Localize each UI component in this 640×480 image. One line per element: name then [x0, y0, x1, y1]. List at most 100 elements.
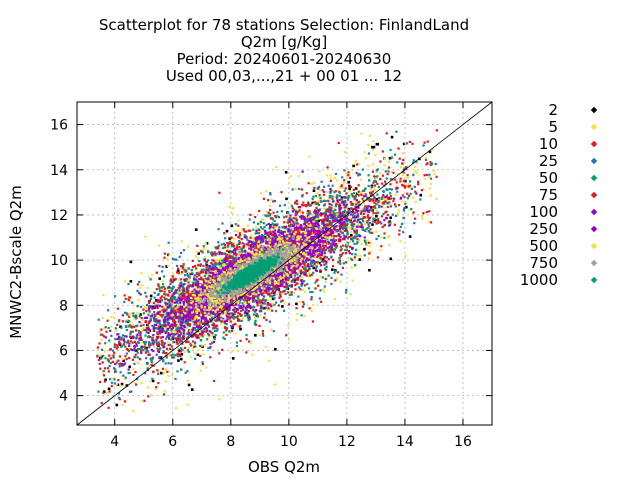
density-point	[344, 201, 347, 204]
density-point	[330, 189, 333, 192]
density-point	[349, 292, 352, 296]
density-point	[387, 160, 391, 163]
density-point	[372, 163, 375, 166]
density-point	[272, 288, 275, 291]
density-point	[245, 314, 249, 317]
density-point	[300, 188, 304, 191]
density-point	[211, 341, 214, 344]
density-point	[107, 326, 110, 330]
density-point	[312, 203, 316, 206]
density-point	[323, 203, 327, 206]
density-point	[231, 255, 234, 258]
density-point	[214, 312, 217, 315]
density-point	[162, 309, 165, 312]
density-point	[205, 263, 209, 267]
density-point	[219, 263, 222, 266]
density-point	[386, 202, 389, 205]
density-point	[217, 244, 220, 247]
density-point	[387, 235, 390, 238]
density-point	[180, 340, 184, 343]
density-point	[180, 240, 183, 243]
density-point	[178, 293, 181, 296]
density-point	[324, 277, 327, 281]
density-point	[145, 310, 148, 313]
density-point	[151, 313, 154, 316]
density-point	[156, 372, 160, 375]
density-point	[357, 194, 360, 197]
density-point	[262, 222, 265, 225]
density-point	[397, 212, 400, 215]
density-point	[311, 265, 315, 268]
density-point	[354, 196, 357, 199]
density-point	[175, 407, 178, 410]
density-point	[362, 199, 365, 203]
density-point	[310, 309, 313, 313]
density-point	[201, 248, 204, 251]
density-point	[178, 353, 181, 357]
density-point	[351, 225, 354, 228]
density-point	[307, 261, 310, 265]
density-point	[343, 213, 346, 217]
density-point	[295, 212, 299, 215]
density-point	[280, 298, 283, 302]
density-point	[289, 231, 292, 234]
density-point	[324, 280, 327, 284]
density-point	[241, 302, 244, 305]
density-point	[425, 210, 429, 214]
density-point	[140, 316, 143, 320]
density-point	[181, 267, 184, 270]
density-point	[320, 233, 323, 236]
density-point	[402, 184, 405, 187]
density-point	[298, 275, 302, 278]
density-point	[357, 174, 360, 177]
density-point	[211, 321, 214, 324]
density-point	[283, 302, 287, 305]
density-point	[307, 222, 310, 226]
density-point	[180, 296, 183, 299]
density-point	[398, 233, 401, 236]
density-point	[275, 166, 278, 169]
density-point	[329, 219, 332, 223]
density-point	[316, 187, 319, 190]
density-point	[168, 347, 172, 351]
density-point	[214, 253, 217, 256]
density-point	[96, 346, 100, 349]
density-point	[153, 341, 156, 344]
density-point	[287, 182, 291, 185]
density-point	[242, 308, 245, 312]
density-point	[127, 372, 130, 375]
density-point	[128, 312, 131, 315]
density-point	[260, 310, 263, 313]
density-point	[156, 347, 159, 350]
density-point	[195, 250, 199, 253]
density-point	[142, 324, 145, 327]
density-point	[162, 285, 165, 288]
density-point	[330, 276, 333, 280]
density-point	[298, 277, 302, 280]
density-point	[298, 286, 301, 289]
density-point	[353, 202, 356, 205]
density-point	[233, 238, 236, 241]
density-point	[273, 219, 276, 223]
density-point	[179, 332, 183, 335]
density-point	[280, 210, 283, 213]
density-point	[388, 201, 391, 204]
density-point	[132, 325, 136, 328]
density-point	[363, 254, 366, 257]
density-point	[156, 321, 159, 324]
density-point	[238, 249, 241, 252]
density-point	[406, 192, 409, 195]
density-point	[245, 250, 248, 254]
density-point	[145, 307, 149, 310]
density-point	[107, 309, 110, 312]
density-point	[189, 342, 192, 345]
density-point	[98, 330, 101, 333]
density-point	[183, 350, 186, 353]
density-point	[353, 242, 356, 246]
density-point	[397, 209, 400, 212]
density-point	[340, 232, 344, 235]
density-point	[186, 379, 189, 382]
density-point	[129, 280, 133, 283]
density-point	[156, 293, 159, 297]
